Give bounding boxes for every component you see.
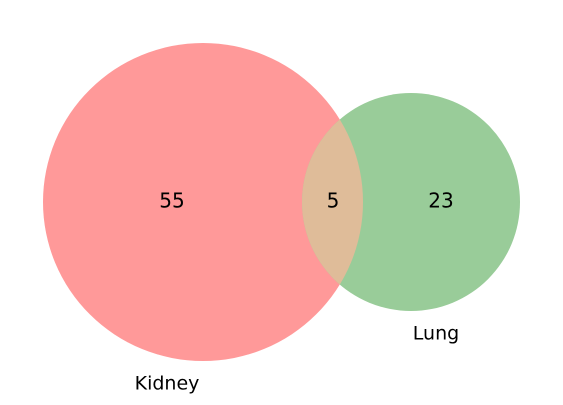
intersection-count: 5: [327, 189, 340, 213]
set-label-lung: Lung: [413, 323, 459, 345]
lung-only-count: 23: [428, 189, 453, 213]
kidney-only-count: 55: [159, 189, 184, 213]
set-circle-kidney: [43, 43, 363, 361]
set-circle-lung: [302, 93, 520, 311]
set-label-kidney: Kidney: [135, 373, 200, 395]
